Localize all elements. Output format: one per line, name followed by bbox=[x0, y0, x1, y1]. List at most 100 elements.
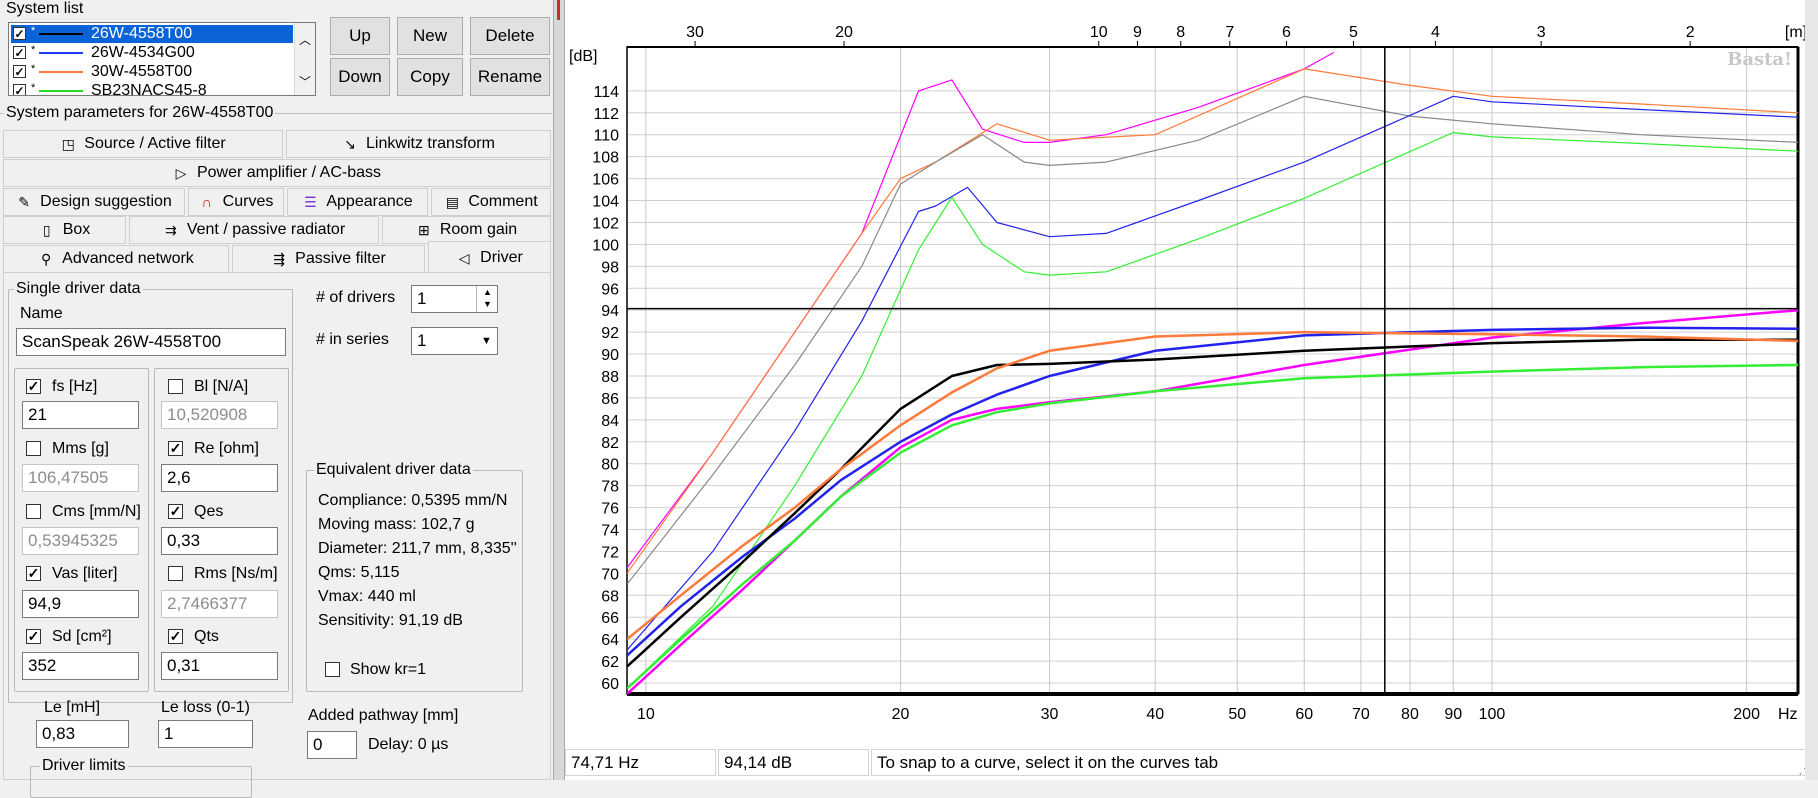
fs-label: fs [Hz] bbox=[52, 378, 98, 395]
re-input[interactable]: 2,6 bbox=[161, 464, 278, 492]
splitter[interactable] bbox=[553, 0, 565, 780]
y-tick-label: 64 bbox=[601, 632, 619, 649]
vas-input[interactable]: 94,9 bbox=[22, 590, 139, 618]
series-line bbox=[627, 308, 1798, 694]
le-loss-input[interactable]: 1 bbox=[158, 720, 253, 748]
y-tick-label: 98 bbox=[601, 259, 619, 276]
num-drivers-spinner[interactable]: ▲ ▼ bbox=[476, 286, 498, 312]
system-list-item[interactable]: ✓ * SB23NACS45-8 bbox=[11, 82, 293, 96]
top-unit-label: [m] bbox=[1785, 24, 1807, 41]
scroll-down-icon[interactable]: ﹀ bbox=[299, 75, 312, 89]
chevron-down-icon[interactable]: ▼ bbox=[481, 335, 492, 347]
qts-checkbox[interactable]: ✓ bbox=[168, 628, 183, 644]
system-list-item[interactable]: ✓ * 26W-4558T00 bbox=[11, 25, 293, 43]
qes-checkbox[interactable]: ✓ bbox=[168, 503, 183, 519]
rms-input[interactable]: 2,7466377 bbox=[161, 590, 278, 618]
system-name: 30W-4558T00 bbox=[91, 63, 193, 80]
rename-button[interactable]: Rename bbox=[470, 58, 550, 96]
x-tick-label: 100 bbox=[1479, 706, 1506, 723]
copy-button[interactable]: Copy bbox=[397, 58, 463, 96]
mms-checkbox[interactable] bbox=[26, 441, 41, 456]
system-list-item[interactable]: ✓ * 30W-4558T00 bbox=[11, 63, 293, 81]
series-line bbox=[627, 363, 1798, 690]
y-tick-label: 102 bbox=[592, 215, 619, 232]
scroll-up-icon[interactable]: ︿ bbox=[299, 33, 312, 47]
y-tick-label: 104 bbox=[592, 194, 619, 211]
tab-curves[interactable]: ∩ Curves bbox=[188, 188, 284, 216]
show-kr-checkbox[interactable] bbox=[325, 662, 340, 677]
tab-driver[interactable]: ◁ Driver bbox=[428, 241, 551, 273]
chart-area[interactable]: 60 62 64 66 68 70 72 74 76 78 80 82 84 86 88 90 92 94 96 98… bbox=[565, 0, 1818, 780]
y-tick-label: 94 bbox=[601, 303, 619, 320]
x-tick-label: 20 bbox=[892, 706, 910, 723]
le-input[interactable]: 0,83 bbox=[36, 720, 129, 748]
mms-input[interactable]: 106,47505 bbox=[22, 464, 139, 492]
mms-label: Mms [g] bbox=[52, 440, 109, 457]
y-axis-label: [dB] bbox=[569, 48, 597, 65]
rms-label: Rms [Ns/m] bbox=[194, 565, 278, 582]
bl-input[interactable]: 10,520908 bbox=[161, 401, 278, 429]
delete-button[interactable]: Delete bbox=[470, 17, 550, 55]
system-checkbox[interactable]: ✓ bbox=[13, 27, 26, 41]
rms-checkbox[interactable] bbox=[168, 566, 183, 581]
num-drivers-input[interactable]: 1 bbox=[411, 285, 498, 313]
cms-checkbox[interactable] bbox=[26, 504, 41, 519]
y-tick-label: 80 bbox=[601, 457, 619, 474]
divider bbox=[0, 113, 552, 114]
tab-source-active-filter[interactable]: ◳ Source / Active filter bbox=[3, 130, 283, 158]
qts-label: Qts bbox=[194, 628, 219, 645]
tab-vent-passive-radiator[interactable]: ⇉ Vent / passive radiator bbox=[129, 216, 379, 244]
top-tick-label: 10 bbox=[1090, 24, 1108, 41]
in-series-label: # in series bbox=[316, 331, 389, 348]
single-driver-title: Single driver data bbox=[14, 280, 143, 298]
fs-input[interactable]: 21 bbox=[22, 401, 139, 429]
x-tick-label: 90 bbox=[1444, 706, 1462, 723]
driver-name-input[interactable]: ScanSpeak 26W-4558T00 bbox=[16, 328, 286, 356]
qts-input[interactable]: 0,31 bbox=[161, 652, 278, 680]
new-button[interactable]: New bbox=[397, 17, 463, 55]
y-tick-label: 62 bbox=[601, 654, 619, 671]
name-label: Name bbox=[20, 305, 63, 322]
pathway-input[interactable]: 0 bbox=[307, 731, 357, 759]
down-button[interactable]: Down bbox=[330, 58, 390, 96]
system-list[interactable]: ✓ * 26W-4558T00 ✓ * 26W-4534G00 ✓ * 30W-4558T00 ✓… bbox=[8, 22, 316, 96]
system-list-scrollbar[interactable]: ︿ ﹀ bbox=[294, 23, 315, 95]
left-panel: System list ✓ * 26W-4558T00 ✓ * 26W-4534G00 ✓ *… bbox=[0, 0, 553, 798]
tab-linkwitz-transform[interactable]: ↘ Linkwitz transform bbox=[286, 130, 551, 158]
series-line bbox=[627, 131, 1798, 689]
tab-room-gain[interactable]: ⊞ Room gain bbox=[382, 216, 551, 244]
bl-checkbox[interactable] bbox=[168, 379, 183, 394]
system-checkbox[interactable]: ✓ bbox=[13, 65, 26, 79]
bl-label: Bl [N/A] bbox=[194, 378, 249, 395]
watermark: Basta! bbox=[1727, 49, 1792, 70]
re-checkbox[interactable]: ✓ bbox=[168, 440, 183, 456]
x-tick-label: 50 bbox=[1228, 706, 1246, 723]
tab-design-suggestion[interactable]: ✎ Design suggestion bbox=[3, 188, 185, 216]
spl-chart[interactable]: 6062646668707274767880828486889092949698… bbox=[565, 0, 1818, 748]
modified-marker: * bbox=[31, 63, 36, 75]
vas-checkbox[interactable]: ✓ bbox=[26, 565, 41, 581]
cms-input[interactable]: 0,53945325 bbox=[22, 527, 139, 555]
top-tick-label: 6 bbox=[1282, 24, 1291, 41]
tab-comment[interactable]: ▤ Comment bbox=[431, 188, 551, 216]
system-checkbox[interactable]: ✓ bbox=[13, 46, 26, 60]
series-line bbox=[627, 326, 1798, 657]
tab-advanced-network[interactable]: ⚲ Advanced network bbox=[3, 245, 229, 273]
tab-power-amplifier[interactable]: ▷ Power amplifier / AC-bass bbox=[3, 159, 551, 187]
right-edge bbox=[1805, 0, 1818, 780]
qes-input[interactable]: 0,33 bbox=[161, 527, 278, 555]
curves-icon: ∩ bbox=[201, 194, 212, 210]
tab-box[interactable]: ▯ Box bbox=[3, 216, 126, 244]
y-tick-label: 88 bbox=[601, 369, 619, 386]
up-button[interactable]: Up bbox=[330, 17, 390, 55]
delay-text: Delay: 0 µs bbox=[368, 736, 449, 753]
tab-passive-filter[interactable]: ⇶ Passive filter bbox=[232, 245, 425, 273]
moving-mass-text: Moving mass: 102,7 g bbox=[318, 516, 475, 533]
system-checkbox[interactable]: ✓ bbox=[13, 84, 26, 96]
sd-input[interactable]: 352 bbox=[22, 652, 139, 680]
tab-appearance[interactable]: ☰ Appearance bbox=[287, 188, 428, 216]
in-series-select[interactable]: 1 bbox=[411, 327, 498, 355]
sd-checkbox[interactable]: ✓ bbox=[26, 628, 41, 644]
system-list-item[interactable]: ✓ * 26W-4534G00 bbox=[11, 44, 293, 62]
fs-checkbox[interactable]: ✓ bbox=[26, 378, 41, 394]
